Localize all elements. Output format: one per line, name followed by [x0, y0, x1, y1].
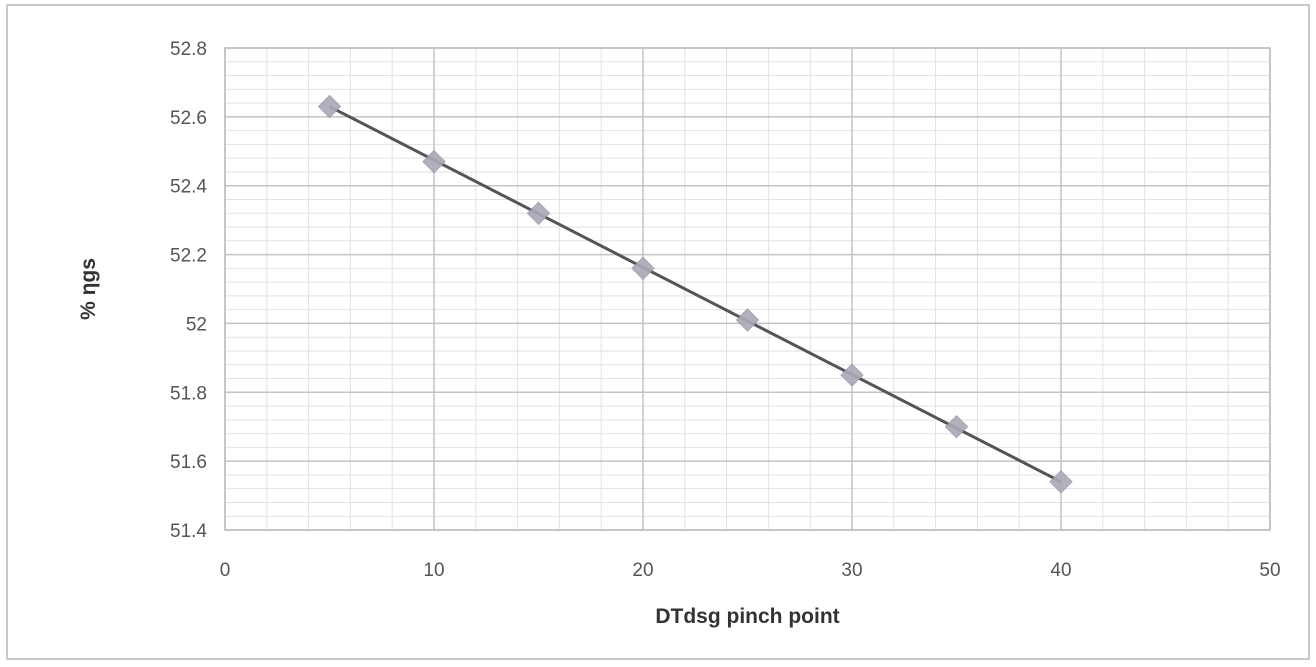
plot-area-border	[224, 47, 1271, 531]
major-grid	[224, 47, 1271, 531]
y-tick-labels: 51.4 51.6 51.8 52 52.2 52.4 52.6 52.8	[170, 39, 207, 542]
x-tick-label: 0	[220, 560, 231, 581]
data-point	[422, 149, 446, 174]
data-point	[317, 94, 342, 119]
y-axis-title: % ηgs	[77, 258, 100, 320]
minor-grid	[224, 47, 1271, 531]
y-tick-label: 51.8	[170, 383, 207, 404]
y-tick-label: 52.4	[170, 177, 207, 198]
trend-line	[328, 105, 1062, 484]
x-tick-labels: 0 10 20 30 40 50	[220, 560, 1281, 581]
x-tick-label: 40	[1050, 560, 1071, 581]
x-tick-label: 50	[1259, 560, 1280, 581]
data-point	[526, 201, 551, 225]
y-tick-label: 51.4	[170, 521, 207, 542]
y-tick-label: 52	[186, 314, 207, 335]
data-point	[1049, 470, 1073, 494]
x-axis-title: DTdsg pinch point	[655, 605, 839, 628]
x-tick-label: 20	[632, 560, 653, 581]
chart-frame	[6, 4, 1310, 660]
data-point	[631, 256, 655, 281]
y-tick-label: 52.2	[170, 246, 207, 267]
x-tick-label: 10	[423, 560, 444, 581]
x-tick-label: 30	[841, 560, 862, 581]
plot-area	[224, 47, 1271, 531]
data-point	[735, 308, 760, 332]
series-layer	[317, 94, 1073, 494]
y-tick-label: 52.6	[170, 108, 207, 129]
y-tick-label: 51.6	[170, 452, 207, 473]
y-tick-label: 52.8	[170, 39, 207, 60]
data-point	[840, 363, 864, 387]
data-point	[944, 415, 969, 439]
